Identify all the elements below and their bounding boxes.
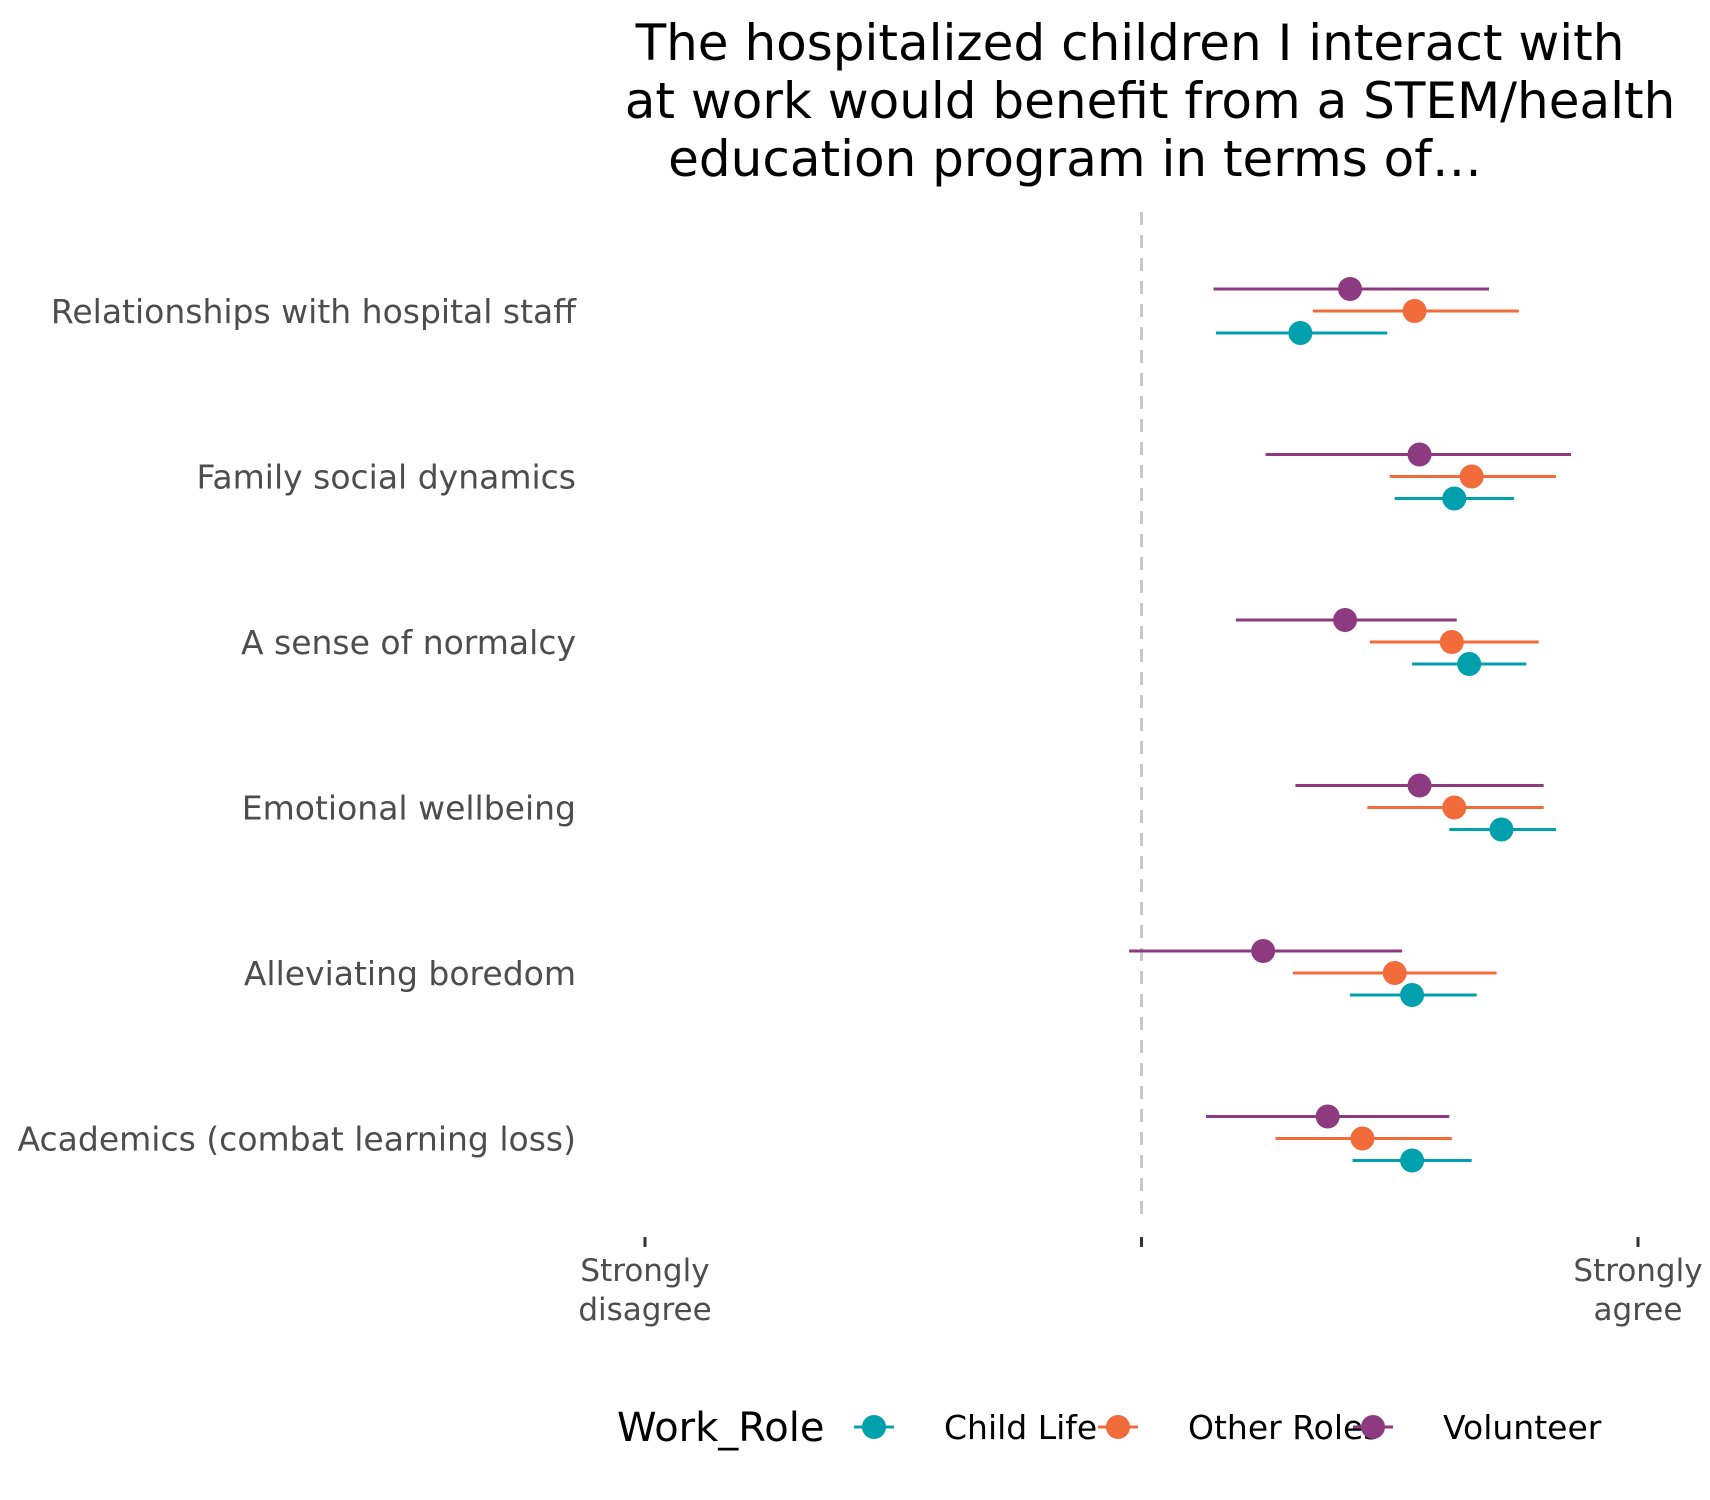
data-point[interactable] xyxy=(1315,1104,1340,1129)
data-point[interactable] xyxy=(1407,442,1432,467)
data-point[interactable] xyxy=(1400,1148,1425,1173)
legend[interactable]: Work_Role Child Life Other Roles Volunteer xyxy=(617,1405,1602,1451)
point-group-volunteer-3 xyxy=(1295,773,1544,798)
legend-item-volunteer[interactable]: Volunteer xyxy=(1353,1408,1602,1447)
data-point[interactable] xyxy=(1459,464,1484,489)
data-point[interactable] xyxy=(1400,983,1425,1007)
category-label: A sense of normalcy xyxy=(241,623,576,662)
point-group-volunteer-1 xyxy=(1265,442,1571,467)
point-group-other-roles-3 xyxy=(1367,795,1544,820)
legend-item-other-roles[interactable]: Other Roles xyxy=(1098,1408,1381,1447)
point-group-child-life-1 xyxy=(1394,486,1514,511)
point-group-other-roles-2 xyxy=(1369,630,1539,654)
chart-title-line-3: education program in terms of… xyxy=(668,130,1482,188)
x-tick-label: Strongly xyxy=(1573,1253,1702,1289)
legend-label: Volunteer xyxy=(1443,1408,1602,1447)
data-point[interactable] xyxy=(1407,773,1432,798)
legend-item-child-life[interactable]: Child Life xyxy=(854,1408,1097,1447)
data-point[interactable] xyxy=(1251,939,1276,963)
point-group-volunteer-2 xyxy=(1235,608,1457,632)
category-label: Academics (combat learning loss) xyxy=(18,1120,576,1159)
x-tick-label: agree xyxy=(1594,1292,1683,1328)
legend-label: Other Roles xyxy=(1188,1408,1381,1447)
category-labels: Relationships with hospital staff Family … xyxy=(18,292,578,1159)
legend-key-dot xyxy=(1106,1415,1130,1439)
point-group-volunteer-4 xyxy=(1129,939,1403,963)
chart-title-line-2: at work would benefit from a STEM/health xyxy=(625,72,1676,130)
data-point[interactable] xyxy=(1457,652,1482,676)
point-group-child-life-3 xyxy=(1449,817,1557,842)
point-group-volunteer-5 xyxy=(1206,1104,1450,1129)
data-point[interactable] xyxy=(1489,817,1514,842)
legend-key-dot xyxy=(862,1415,886,1439)
chart-title: The hospitalized children I interact wit… xyxy=(625,14,1676,188)
data-point[interactable] xyxy=(1288,321,1313,345)
legend-title: Work_Role xyxy=(617,1405,824,1451)
point-group-child-life-0 xyxy=(1215,321,1388,345)
data-point[interactable] xyxy=(1333,608,1358,632)
point-group-other-roles-0 xyxy=(1312,299,1519,323)
data-point[interactable] xyxy=(1442,795,1467,820)
data-point[interactable] xyxy=(1338,277,1363,301)
category-label: Relationships with hospital staff xyxy=(51,292,577,331)
x-tick-label: disagree xyxy=(578,1292,711,1328)
data-point[interactable] xyxy=(1382,961,1407,985)
point-group-other-roles-1 xyxy=(1389,464,1557,489)
data-series-group xyxy=(1129,277,1571,1173)
x-tick-label: Strongly xyxy=(580,1253,709,1289)
legend-label: Child Life xyxy=(944,1408,1097,1447)
data-point[interactable] xyxy=(1350,1126,1375,1151)
point-group-child-life-5 xyxy=(1352,1148,1472,1173)
category-label: Emotional wellbeing xyxy=(242,789,576,828)
legend-key-dot xyxy=(1361,1415,1385,1439)
data-point[interactable] xyxy=(1402,299,1427,323)
point-group-volunteer-0 xyxy=(1213,277,1490,301)
data-point[interactable] xyxy=(1439,630,1464,654)
point-group-other-roles-5 xyxy=(1275,1126,1452,1151)
category-label: Alleviating boredom xyxy=(244,954,576,993)
point-group-child-life-2 xyxy=(1412,652,1527,676)
point-group-child-life-4 xyxy=(1350,983,1477,1007)
point-group-other-roles-4 xyxy=(1292,961,1497,985)
data-point[interactable] xyxy=(1442,486,1467,511)
chart-title-line-1: The hospitalized children I interact wit… xyxy=(635,14,1625,72)
category-label: Family social dynamics xyxy=(196,458,576,497)
